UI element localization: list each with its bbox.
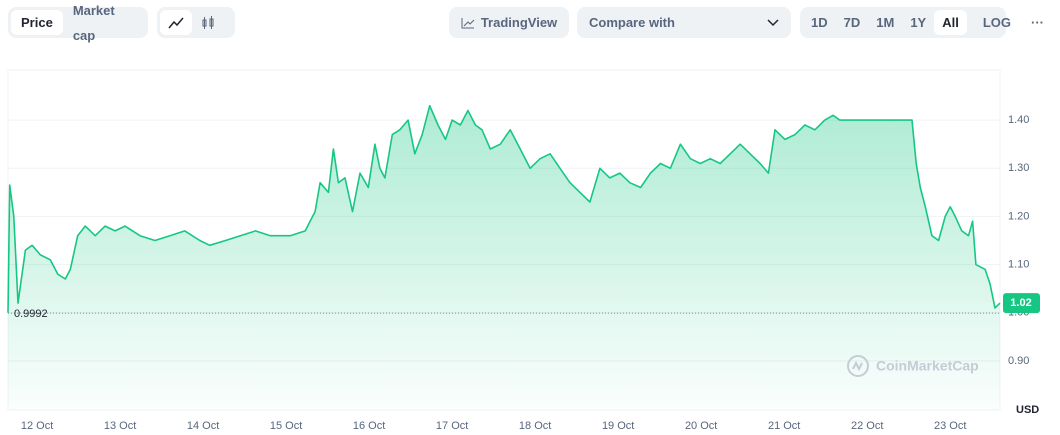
more-button[interactable]: ···: [1031, 15, 1045, 30]
range-button[interactable]: 1D: [811, 15, 828, 30]
x-tick-label: 19 Oct: [602, 420, 634, 432]
x-tick-label: 12 Oct: [21, 420, 53, 432]
y-tick-label: 0.90: [1008, 355, 1029, 367]
range-button[interactable]: 1M: [876, 15, 895, 30]
chevron: [767, 18, 779, 26]
x-tick-label: 17 Oct: [436, 420, 468, 432]
watermark: CoinMarketCap: [876, 358, 979, 374]
y-tick-label: 1.30: [1008, 162, 1029, 174]
watermark-logo: [847, 355, 869, 377]
trading-view-group: TradingView: [449, 7, 569, 38]
x-tick-label: 14 Oct: [187, 420, 219, 432]
tab-market-cap[interactable]: Market cap: [72, 2, 115, 43]
x-tick-label: 22 Oct: [851, 420, 883, 432]
x-tick-label: 23 Oct: [934, 420, 966, 432]
y-tick-label: 1.00: [1008, 307, 1029, 319]
line-style[interactable]: [160, 10, 192, 35]
tab-price[interactable]: Price: [11, 10, 63, 35]
y-tick-label: 1.20: [1008, 210, 1029, 222]
x-tick-label: 20 Oct: [685, 420, 717, 432]
range-button[interactable]: 1Y: [910, 15, 927, 30]
compare-select[interactable]: Compare with: [577, 7, 791, 38]
compare-label: Compare with: [589, 15, 675, 30]
trading-view-button[interactable]: TradingView: [451, 10, 567, 35]
chart-style: [157, 7, 235, 38]
x-tick-label: 15 Oct: [270, 420, 302, 432]
price-line: [7, 104, 1001, 313]
x-tick-label: 18 Oct: [519, 420, 551, 432]
log-button[interactable]: LOG: [982, 15, 1012, 30]
last-price-badge: [1003, 293, 1040, 314]
range-button[interactable]: All: [934, 10, 967, 35]
view-tabs: Price Market cap: [8, 2, 148, 43]
line-icon: [168, 17, 184, 28]
reference-label: 0.9992: [14, 308, 48, 320]
plot-frame: [7, 69, 1001, 411]
y-tick-label: 1.10: [1008, 258, 1029, 270]
x-tick-label: 16 Oct: [353, 420, 385, 432]
last-price-label: 1.02: [1010, 297, 1031, 309]
area-fill: [8, 105, 1000, 409]
tv-icon: [461, 17, 475, 28]
x-tick-label: 21 Oct: [768, 420, 800, 432]
x-tick-label: 13 Oct: [104, 420, 136, 432]
y-unit: USD: [1016, 404, 1039, 416]
range-group: 1D 7D 1M 1Y All LOG ···: [800, 7, 1044, 38]
y-tick-label: 1.40: [1008, 114, 1029, 126]
trading-view-label: TradingView: [480, 15, 558, 30]
candle-icon: [202, 15, 214, 29]
candle-style[interactable]: [192, 10, 224, 35]
range-button[interactable]: 7D: [843, 15, 861, 30]
